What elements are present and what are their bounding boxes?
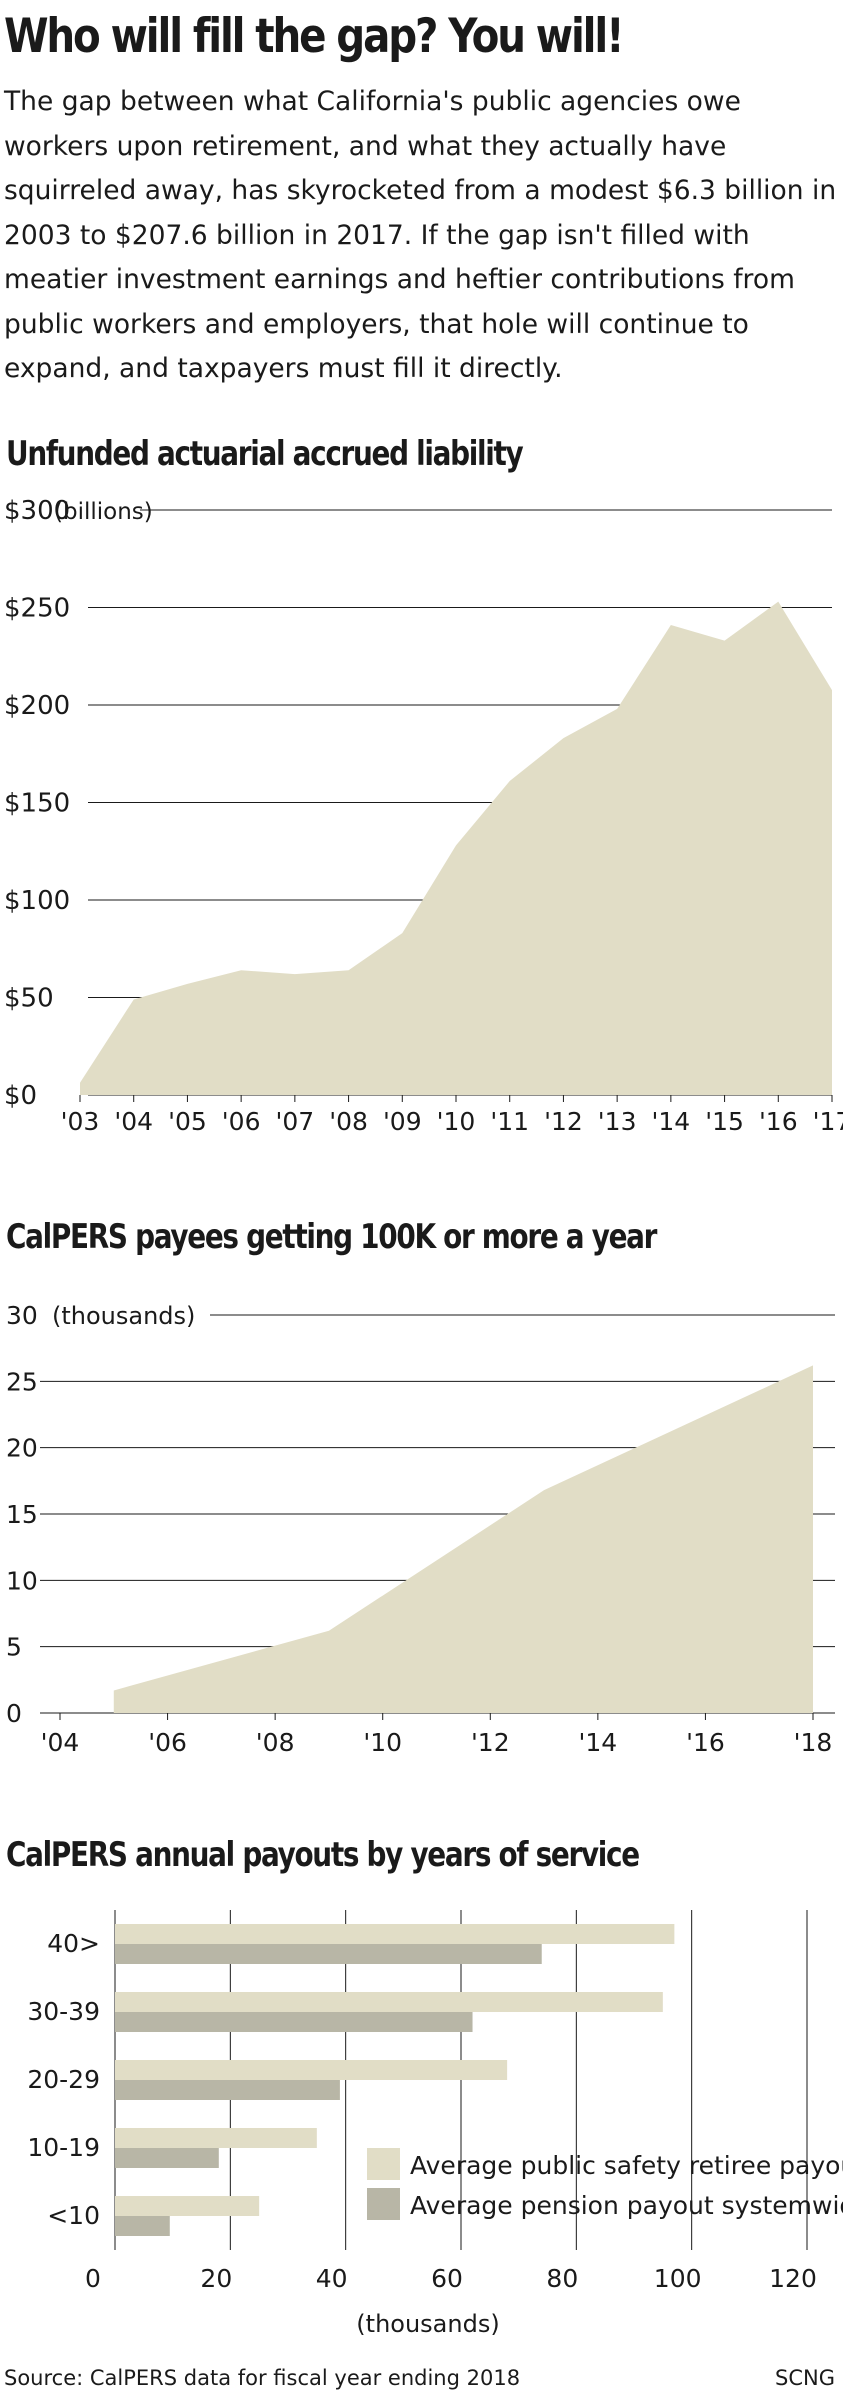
category-label: 10-19	[27, 2133, 100, 2162]
y-tick-label: $250	[4, 594, 70, 624]
y-tick-label: $0	[4, 1081, 37, 1111]
y-unit-label: (billions)	[54, 499, 153, 525]
safety-payout-bar	[115, 2128, 317, 2148]
x-tick-label: '18	[794, 1728, 833, 1757]
y-tick-label: $300	[4, 496, 70, 526]
x-tick-label: '04	[41, 1728, 80, 1757]
chart1-title: Unfunded actuarial accrued liability	[6, 434, 524, 474]
x-tick-label: '13	[598, 1107, 637, 1136]
liability-area-series	[80, 601, 832, 1095]
systemwide-payout-bar	[115, 2012, 473, 2032]
x-tick-label: 100	[654, 2264, 702, 2293]
y-tick-label: $50	[4, 984, 54, 1014]
category-label: <10	[47, 2201, 100, 2230]
systemwide-payout-bar	[115, 2148, 219, 2168]
x-tick-label: '12	[471, 1728, 510, 1757]
x-tick-label: '08	[329, 1107, 368, 1136]
legend-swatch	[367, 2188, 400, 2220]
payees-area-chart: 0 5 10 15 20 25 30 (thousands) '04 '06 '08 '10 '12 '1…	[6, 1301, 835, 1757]
liability-area-chart: $0 $50 $100 $150 $200 $250 $300(billions) '03 '0…	[4, 496, 843, 1136]
x-tick-label: '07	[276, 1107, 315, 1136]
y-tick-label: $200	[4, 691, 70, 721]
systemwide-payout-bar	[115, 1944, 542, 1964]
credit-note: SCNG	[775, 2366, 835, 2390]
x-tick-label: '16	[686, 1728, 725, 1757]
systemwide-payout-bar	[115, 2080, 340, 2100]
x-tick-label: '14	[579, 1728, 618, 1757]
x-tick-label: 80	[546, 2264, 578, 2293]
safety-payout-bar	[115, 2060, 508, 2080]
x-tick-label: '09	[383, 1107, 422, 1136]
legend-label: Average pension payout systemwide	[410, 2191, 843, 2220]
systemwide-payout-bar	[115, 2216, 170, 2236]
source-note: Source: CalPERS data for fiscal year end…	[4, 2366, 521, 2390]
y-tick-label: $150	[4, 789, 70, 819]
x-tick-label: '11	[490, 1107, 529, 1136]
x-tick-label: '05	[168, 1107, 207, 1136]
y-tick-label: 10	[6, 1566, 38, 1595]
x-tick-label: '06	[222, 1107, 261, 1136]
x-tick-label: '03	[61, 1107, 100, 1136]
chart3-title: CalPERS annual payouts by years of servi…	[6, 1835, 640, 1875]
x-tick-label: 20	[200, 2264, 232, 2293]
category-label: 20-29	[27, 2065, 100, 2094]
legend-swatch	[367, 2148, 400, 2180]
x-tick-label: '10	[437, 1107, 476, 1136]
category-label: 40>	[47, 1929, 100, 1958]
x-tick-label: 60	[431, 2264, 463, 2293]
x-tick-label: '15	[705, 1107, 744, 1136]
legend-label: Average public safety retiree payout	[410, 2151, 843, 2180]
y-tick-label: 25	[6, 1367, 38, 1396]
x-tick-label: 0	[85, 2264, 101, 2293]
x-tick-label: '16	[759, 1107, 798, 1136]
category-label: 30-39	[27, 1997, 100, 2026]
x-tick-label: 40	[316, 2264, 348, 2293]
x-tick-label: '06	[148, 1728, 187, 1757]
safety-payout-bar	[115, 1924, 675, 1944]
headline: Who will fill the gap? You will!	[4, 9, 625, 64]
intro-paragraph: The gap between what California's public…	[4, 86, 837, 384]
y-tick-label: 5	[6, 1633, 22, 1662]
x-tick-label: '12	[544, 1107, 583, 1136]
x-tick-label: '08	[256, 1728, 295, 1757]
x-tick-label: '04	[114, 1107, 153, 1136]
safety-payout-bar	[115, 2196, 260, 2216]
x-tick-label: '17	[813, 1107, 843, 1136]
y-unit-label: (thousands)	[52, 1302, 195, 1330]
chart2-title: CalPERS payees getting 100K or more a ye…	[6, 1217, 657, 1257]
y-tick-label: 20	[6, 1434, 38, 1463]
payees-area-series	[113, 1365, 814, 1713]
x-tick-label: '14	[652, 1107, 691, 1136]
safety-payout-bar	[115, 1992, 663, 2012]
x-tick-label: '10	[363, 1728, 402, 1757]
x-axis-label: (thousands)	[356, 2310, 499, 2338]
payouts-bar-chart: 0 20 40 60 80 100 120 (thousands) 40> 30-39 20-29 1…	[27, 1910, 843, 2338]
y-tick-label: 0	[6, 1699, 22, 1728]
y-tick-label: 30	[6, 1301, 38, 1330]
y-tick-label: $100	[4, 886, 70, 916]
x-tick-label: 120	[769, 2264, 817, 2293]
y-tick-label: 15	[6, 1500, 38, 1529]
